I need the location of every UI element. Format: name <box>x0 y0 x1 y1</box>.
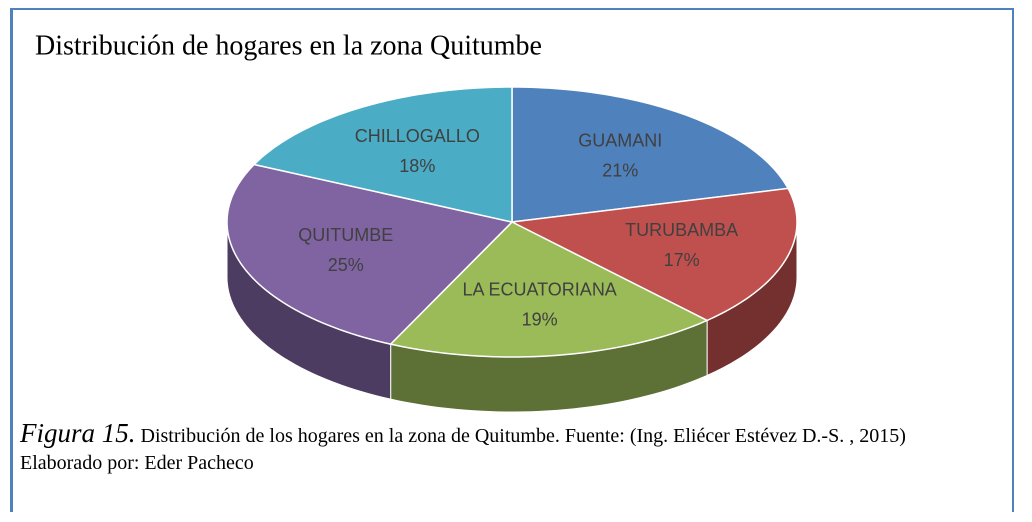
figure-number: Figura 15. <box>20 418 136 448</box>
caption-text: Distribución de los hogares en la zona d… <box>140 425 906 447</box>
slice <box>226 163 514 345</box>
value-label: 17% <box>664 250 700 270</box>
caption: Figura 15. Distribución de los hogares e… <box>20 420 1010 477</box>
slice <box>389 221 709 358</box>
slice-label: GUAMANI <box>578 131 662 151</box>
slice <box>252 86 513 223</box>
value-label: 21% <box>602 161 638 181</box>
value-label: 19% <box>522 309 558 329</box>
slice-label: QUITUMBE <box>298 225 393 245</box>
slice-label: LA ECUATORIANA <box>462 279 616 299</box>
value-label: 25% <box>328 255 364 275</box>
credit: Elaborado por: Eder Pacheco <box>20 452 254 474</box>
slice <box>509 187 798 322</box>
chart: Distribución de hogares en la zona Quitu… <box>35 30 798 413</box>
frame <box>10 8 1014 512</box>
slice-label: TURUBAMBA <box>625 220 738 240</box>
slice <box>511 86 790 223</box>
chart-title: Distribución de hogares en la zona Quitu… <box>35 30 542 61</box>
slice-label: CHILLOGALLO <box>355 126 480 146</box>
value-label: 18% <box>399 156 435 176</box>
